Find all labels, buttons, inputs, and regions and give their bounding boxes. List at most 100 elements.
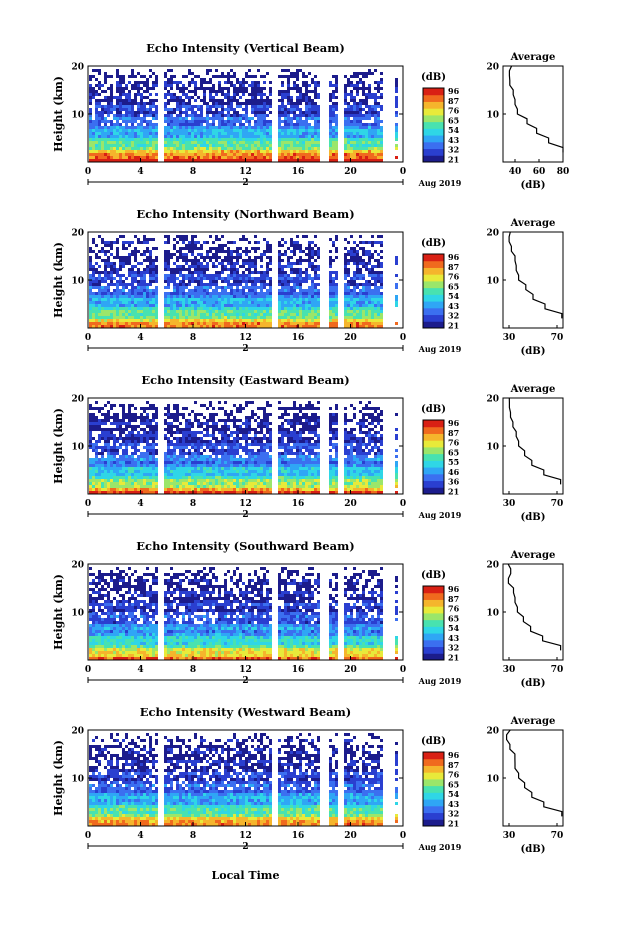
heatmap-cell (353, 153, 356, 156)
heatmap-cell (287, 310, 290, 313)
heatmap-cell (314, 295, 317, 298)
date-label: Aug 2019 (418, 178, 462, 188)
heatmap-cell (254, 87, 257, 90)
heatmap-cell (218, 488, 221, 491)
heatmap-cell (317, 159, 320, 162)
heatmap-cell (281, 84, 284, 87)
heatmap-cell (380, 262, 383, 265)
heatmap-cell (176, 132, 179, 135)
heatmap-cell (260, 259, 263, 262)
heatmap-cell (257, 150, 260, 153)
heatmap-cell (236, 277, 239, 280)
heatmap-cell (185, 319, 188, 322)
heatmap-cell (113, 322, 116, 325)
heatmap-cell (353, 135, 356, 138)
heatmap-cell (356, 283, 359, 286)
heatmap-cell (350, 144, 353, 147)
heatmap-cell (116, 304, 119, 307)
heatmap-cell (371, 491, 374, 494)
heatmap-cell (281, 114, 284, 117)
heatmap-cell (98, 280, 101, 283)
heatmap-cell (218, 117, 221, 120)
y-tick-label: 10 (71, 277, 84, 287)
heatmap-cell (203, 256, 206, 259)
heatmap-cell (89, 159, 92, 162)
heatmap-cell (230, 286, 233, 289)
heatmap-cell (188, 114, 191, 117)
heatmap-cell (266, 476, 269, 479)
heatmap-cell (248, 479, 251, 482)
heatmap-cell (248, 310, 251, 313)
heatmap-cell (128, 262, 131, 265)
heatmap-cell (254, 93, 257, 96)
heatmap-cell (152, 99, 155, 102)
heatmap-cell (224, 286, 227, 289)
heatmap-cell (317, 105, 320, 108)
heatmap-cell (188, 295, 191, 298)
heatmap-cell (395, 132, 398, 135)
heatmap-cell (221, 129, 224, 132)
heatmap-cell (368, 286, 371, 289)
heatmap-cell (131, 476, 134, 479)
heatmap-cell (182, 156, 185, 159)
heatmap-cell (218, 256, 221, 259)
heatmap-cell (185, 253, 188, 256)
heatmap-cell (278, 153, 281, 156)
heatmap-cell (239, 280, 242, 283)
heatmap-cell (101, 319, 104, 322)
heatmap-cell (206, 129, 209, 132)
heatmap-cell (110, 280, 113, 283)
heatmap-cell (146, 78, 149, 81)
heatmap-cell (203, 126, 206, 129)
heatmap-cell (374, 105, 377, 108)
heatmap-cell (359, 301, 362, 304)
heatmap-cell (362, 159, 365, 162)
heatmap-cell (257, 319, 260, 322)
heatmap-cell (260, 482, 263, 485)
heatmap-cell (284, 141, 287, 144)
heatmap-cell (179, 159, 182, 162)
heatmap-cell (353, 111, 356, 114)
heatmap-cell (110, 135, 113, 138)
heatmap-cell (362, 319, 365, 322)
heatmap-cell (95, 69, 98, 72)
heatmap-cell (248, 485, 251, 488)
heatmap-cell (374, 114, 377, 117)
heatmap-cell (110, 247, 113, 250)
heatmap-cell (347, 322, 350, 325)
heatmap-cell (245, 156, 248, 159)
heatmap-cell (263, 138, 266, 141)
heatmap-cell (308, 138, 311, 141)
heatmap-cell (116, 135, 119, 138)
heatmap-cell (239, 304, 242, 307)
heatmap-cell (188, 259, 191, 262)
heatmap-cell (101, 271, 104, 274)
heatmap-cell (284, 488, 287, 491)
heatmap-cell (131, 301, 134, 304)
heatmap-cell (278, 99, 281, 102)
heatmap-cell (347, 111, 350, 114)
heatmap-cell (335, 491, 338, 494)
heatmap-cell (134, 259, 137, 262)
heatmap-cell (164, 274, 167, 277)
heatmap-cell (245, 138, 248, 141)
heatmap-cell (248, 322, 251, 325)
heatmap-cell (236, 105, 239, 108)
heatmap-cell (329, 84, 332, 87)
heatmap-cell (101, 259, 104, 262)
heatmap-cell (260, 105, 263, 108)
heatmap-cell (365, 123, 368, 126)
heatmap-cell (371, 241, 374, 244)
heatmap-cell (356, 250, 359, 253)
heatmap-cell (290, 241, 293, 244)
heatmap-cell (98, 111, 101, 114)
heatmap-cell (140, 491, 143, 494)
heatmap-cell (173, 283, 176, 286)
heatmap-cell (260, 313, 263, 316)
heatmap-cell (152, 114, 155, 117)
heatmap-cell (95, 301, 98, 304)
heatmap-cell (146, 482, 149, 485)
heatmap-cell (302, 96, 305, 99)
heatmap-cell (173, 476, 176, 479)
heatmap-cell (203, 132, 206, 135)
